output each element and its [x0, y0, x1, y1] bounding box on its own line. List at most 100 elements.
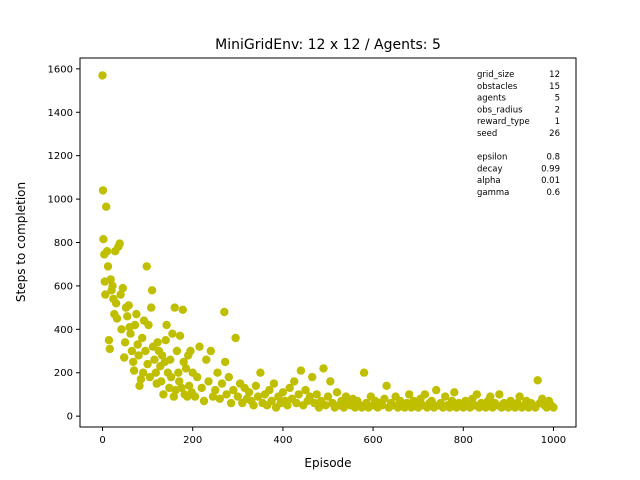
param-value: 5	[555, 94, 560, 104]
y-tick-label: 1000	[48, 195, 73, 206]
data-point	[104, 336, 114, 345]
data-point	[179, 357, 188, 367]
data-point	[233, 392, 242, 401]
y-tick-label: 1400	[48, 108, 73, 119]
data-point	[341, 392, 351, 401]
data-point	[292, 398, 301, 408]
data-point	[177, 383, 186, 393]
data-point	[278, 388, 288, 397]
data-point	[319, 364, 328, 373]
data-point	[481, 403, 490, 412]
data-point	[117, 325, 126, 334]
data-point	[332, 388, 342, 397]
data-point	[98, 71, 107, 80]
data-point	[486, 392, 495, 401]
data-point	[129, 357, 138, 367]
data-point	[301, 385, 310, 395]
data-point	[153, 338, 162, 347]
data-point	[380, 394, 389, 403]
data-point	[169, 392, 178, 401]
data-point	[170, 303, 179, 312]
data-point	[432, 385, 441, 395]
data-point	[181, 364, 191, 373]
data-point	[472, 390, 481, 399]
param-key: epsilon	[477, 153, 507, 163]
data-point	[538, 394, 547, 403]
data-point	[151, 368, 160, 377]
param-key: alpha	[477, 176, 501, 186]
y-axis-label: Steps to completion	[14, 182, 28, 302]
param-value: 26	[549, 129, 560, 139]
data-point	[308, 372, 317, 382]
y-tick-label: 400	[54, 325, 73, 336]
data-point	[184, 381, 194, 390]
y-tick-label: 1200	[48, 151, 73, 162]
data-point	[157, 377, 166, 386]
data-point	[127, 346, 137, 356]
param-key: obstacles	[477, 82, 518, 92]
param-key: agents	[477, 94, 507, 104]
data-point	[294, 390, 303, 399]
param-key: gamma	[477, 188, 509, 198]
data-point	[138, 333, 147, 343]
data-point	[106, 275, 115, 284]
data-point	[175, 331, 185, 340]
data-point	[265, 385, 274, 395]
data-point	[251, 381, 261, 390]
x-axis-ticks: 0 200 400 600 800 1000	[99, 427, 566, 446]
x-tick-label: 200	[183, 435, 202, 446]
data-point	[135, 381, 144, 390]
data-point	[269, 379, 279, 388]
data-point	[312, 390, 321, 399]
data-point	[220, 307, 229, 317]
data-point	[115, 239, 124, 248]
data-point	[172, 346, 182, 356]
data-point	[141, 346, 150, 356]
x-tick-label: 800	[454, 435, 473, 446]
param-value: 1	[555, 117, 560, 127]
data-point	[159, 390, 168, 399]
data-point	[165, 383, 174, 393]
data-point	[118, 283, 128, 293]
data-point	[178, 305, 187, 314]
data-point	[102, 247, 112, 256]
data-point	[321, 401, 330, 410]
y-tick-label: 1600	[48, 64, 73, 75]
data-point	[208, 392, 218, 401]
data-point	[138, 368, 148, 377]
data-point	[495, 390, 504, 399]
data-point	[193, 372, 202, 382]
data-point	[213, 368, 222, 377]
data-point	[150, 355, 159, 364]
param-value: 0.01	[541, 176, 560, 186]
data-point	[447, 396, 457, 406]
data-point	[124, 301, 133, 310]
data-point	[382, 381, 391, 390]
data-point	[111, 299, 121, 308]
data-point	[231, 333, 240, 343]
x-tick-label: 600	[364, 435, 383, 446]
data-point	[450, 388, 459, 397]
data-points	[98, 71, 558, 412]
data-point	[186, 346, 195, 356]
param-value: 0.6	[546, 188, 560, 198]
data-point	[283, 401, 292, 410]
data-point	[101, 290, 110, 299]
data-point	[226, 398, 236, 408]
data-point	[130, 320, 140, 330]
data-point	[290, 377, 299, 386]
y-tick-label: 0	[67, 412, 73, 423]
data-point	[123, 312, 132, 321]
param-key: obs_radius	[477, 105, 523, 115]
data-point	[204, 377, 213, 386]
data-point	[147, 286, 157, 295]
data-point	[441, 392, 450, 401]
y-tick-label: 200	[54, 368, 73, 379]
data-point	[143, 359, 152, 369]
data-point	[98, 186, 108, 195]
data-point	[197, 383, 206, 393]
data-point	[296, 366, 306, 375]
data-point	[256, 368, 265, 377]
data-point	[445, 403, 454, 412]
